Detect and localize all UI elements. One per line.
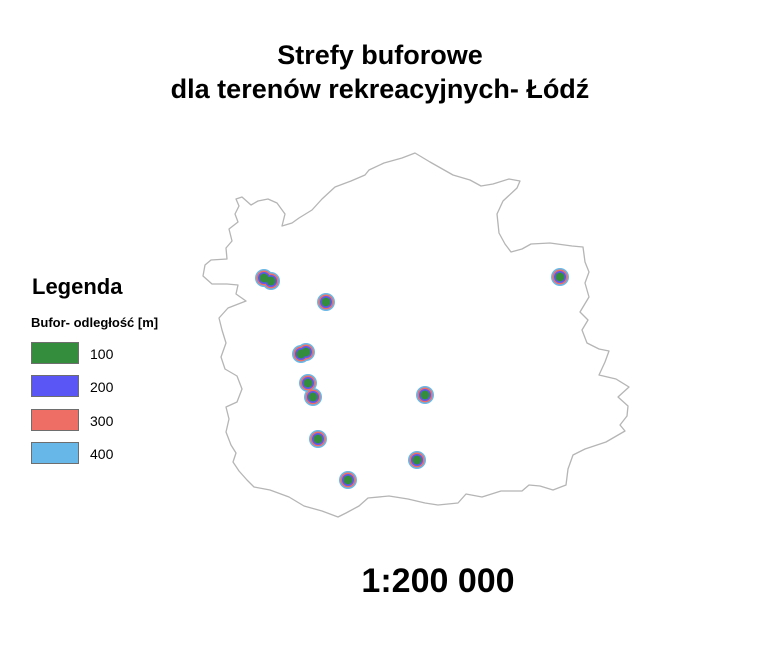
map-title-line-1: Strefy buforowe (277, 40, 483, 70)
map-title-line-2: dla terenów rekreacyjnych- Łódź (170, 74, 590, 104)
buffer-100-7 (308, 392, 318, 402)
legend-label-200: 200 (90, 379, 114, 395)
buffer-100-2 (266, 276, 276, 286)
buffer-100-10 (420, 390, 430, 400)
legend-subtitle: Bufor- odległość [m] (31, 315, 159, 330)
map-scale: 1:200 000 (361, 562, 515, 600)
legend-label-300: 300 (90, 413, 114, 429)
legend-label-400: 400 (90, 446, 114, 462)
buffer-zones (255, 268, 569, 489)
legend-swatch-200 (31, 375, 79, 397)
legend-swatch-100 (31, 342, 79, 364)
buffer-100-5 (301, 347, 311, 357)
buffer-100-6 (303, 378, 313, 388)
buffer-100-8 (313, 434, 323, 444)
buffer-100-9 (343, 475, 353, 485)
map-title: Strefy buforowe dla terenów rekreacyjnyc… (0, 38, 760, 106)
buffer-100-11 (412, 455, 422, 465)
legend-label-100: 100 (90, 346, 114, 362)
buffer-100-3 (321, 297, 331, 307)
buffer-100-1 (259, 273, 269, 283)
buffer-100-12 (555, 272, 565, 282)
legend-swatch-400 (31, 442, 79, 464)
city-boundary-outline (202, 152, 630, 518)
legend-swatch-300 (31, 409, 79, 431)
legend-title: Legenda (32, 274, 123, 299)
